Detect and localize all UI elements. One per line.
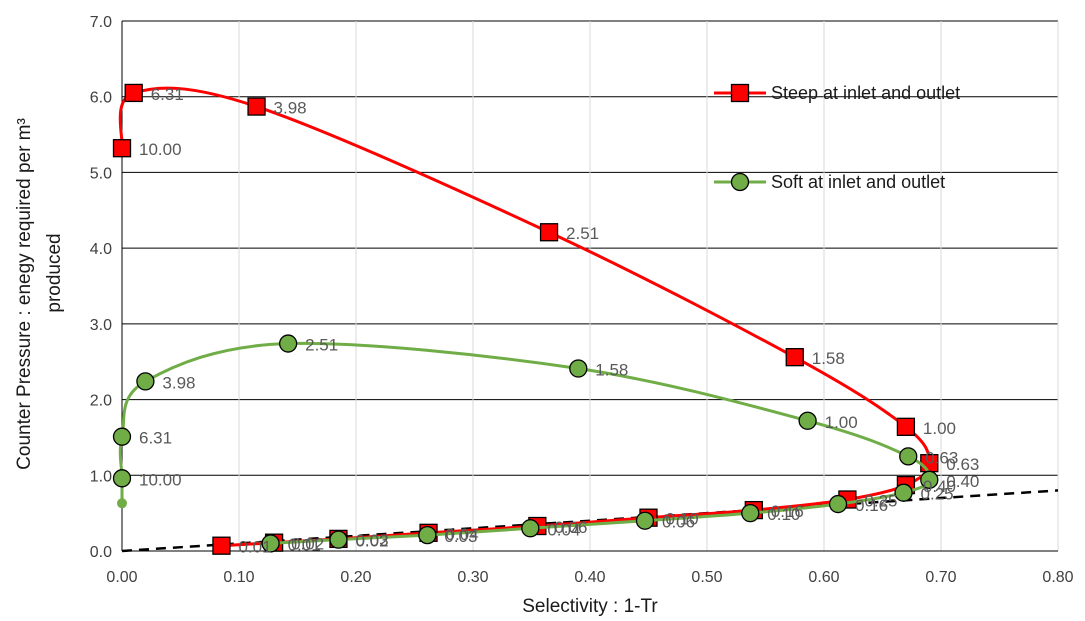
y-tick-label: 1.0 [90, 468, 112, 485]
data-point-soft [894, 483, 913, 502]
y-axis-title-line1: Counter Pressure : enegy required per m³ [14, 118, 35, 470]
data-label-steep: 0.06 [554, 518, 587, 537]
data-label-soft: 0.04 [547, 520, 580, 539]
x-tick-label: 0.50 [691, 569, 722, 586]
data-label-steep: 0.10 [666, 510, 699, 529]
x-tick-label: 0.40 [574, 569, 605, 586]
data-label-steep: 0.40 [923, 477, 956, 496]
y-tick-label: 7.0 [90, 14, 112, 31]
data-point-steep [112, 139, 132, 158]
axis-titles: Selectivity : 1-Tr Counter Pressure : en… [14, 118, 658, 617]
legend-label-steep: Steep at inlet and outlet [771, 83, 960, 103]
data-label-soft: 3.98 [162, 373, 195, 392]
data-label-steep: 0.04 [446, 525, 479, 544]
data-point-soft [112, 469, 132, 488]
data-label-steep: 10.00 [139, 140, 182, 159]
data-label-steep: 2.51 [566, 224, 599, 243]
data-point-steep [212, 536, 231, 555]
data-label-steep: 0.01 [238, 538, 271, 557]
x-tick-label: 0.60 [808, 569, 839, 586]
data-label-soft: 1.58 [595, 361, 628, 380]
data-label-steep: 0.63 [946, 455, 979, 474]
data-point-steep [785, 348, 804, 367]
data-point-soft [635, 511, 655, 530]
data-label-soft: 0.25 [921, 485, 954, 504]
data-label-soft: 6.31 [139, 429, 172, 448]
data-label-soft: 0.06 [662, 513, 695, 532]
x-axis-title: Selectivity : 1-Tr [522, 596, 658, 617]
data-label-soft: 0.02 [355, 532, 388, 551]
data-point-soft [741, 503, 760, 523]
data-point-steep [247, 97, 266, 116]
y-tick-label: 2.0 [90, 393, 112, 410]
y-tick-label: 4.0 [90, 241, 112, 258]
legend-label-soft: Soft at inlet and outlet [771, 172, 945, 192]
data-label-soft: 10.00 [139, 470, 182, 489]
axes: 0.0 1.0 2.0 3.0 4.0 5.0 6.0 7.0 0.00 0.10 0.20 0.30… [90, 14, 1074, 586]
data-label-soft: 0.01 [288, 535, 321, 554]
data-label-soft: 0.16 [855, 496, 888, 515]
data-label-steep: 0.03 [355, 531, 388, 550]
data-point-soft [112, 427, 132, 446]
y-tick-label: 5.0 [90, 165, 112, 182]
data-point-soft [828, 494, 848, 514]
data-point-soft [329, 530, 348, 549]
data-label-steep: 0.16 [771, 502, 804, 521]
data-point-soft [418, 525, 437, 545]
data-label-steep: 1.58 [812, 349, 845, 368]
legend-marker-steep [730, 83, 750, 103]
gridlines [122, 20, 1059, 551]
data-label-soft: 1.00 [825, 413, 858, 432]
x-tick-label: 0.00 [106, 569, 137, 586]
x-tick-label: 0.20 [340, 569, 371, 586]
x-tick-label: 0.30 [457, 569, 488, 586]
data-point-steep [539, 223, 559, 242]
data-point-soft [278, 334, 298, 353]
data-label-steep: 6.31 [151, 85, 184, 104]
x-tick-label: 0.10 [223, 569, 254, 586]
data-label-soft: 2.51 [305, 336, 338, 355]
data-label-steep: 0.25 [864, 492, 897, 511]
y-tick-label: 6.0 [90, 90, 112, 107]
data-label-soft: 0.63 [925, 448, 958, 467]
data-label-steep: 3.98 [274, 99, 307, 118]
data-point-soft [899, 447, 918, 466]
data-label-soft: 0.10 [767, 505, 800, 524]
data-point-steep [896, 417, 916, 436]
data-point-soft [798, 411, 817, 430]
data-point-soft [521, 519, 540, 538]
legend-marker-soft [730, 172, 750, 192]
y-tick-label: 0.0 [90, 544, 112, 561]
series-line-soft [118, 341, 931, 545]
data-point-soft [136, 372, 155, 391]
data-label-soft: 0.03 [444, 527, 477, 546]
data-labels: 10.006.313.982.511.581.000.630.400.250.1… [139, 85, 979, 557]
x-tick-label: 0.80 [1042, 569, 1073, 586]
legend: Steep at inlet and outlet Soft at inlet a… [714, 83, 960, 192]
data-point-soft [569, 359, 588, 378]
data-point-steep [124, 83, 143, 103]
data-point-soft [261, 534, 280, 553]
data-label-soft: 0.40 [946, 472, 979, 491]
data-label-steep: 1.00 [923, 419, 956, 438]
x-tick-label: 0.70 [925, 569, 956, 586]
y-axis-title-line2: produced [44, 233, 65, 312]
series-group [112, 83, 939, 555]
y-tick-label: 3.0 [90, 317, 112, 334]
data-point-soft [920, 470, 939, 489]
data-label-steep: 0.02 [291, 535, 324, 554]
y-axis-title: Counter Pressure : enegy required per m³… [14, 118, 65, 470]
